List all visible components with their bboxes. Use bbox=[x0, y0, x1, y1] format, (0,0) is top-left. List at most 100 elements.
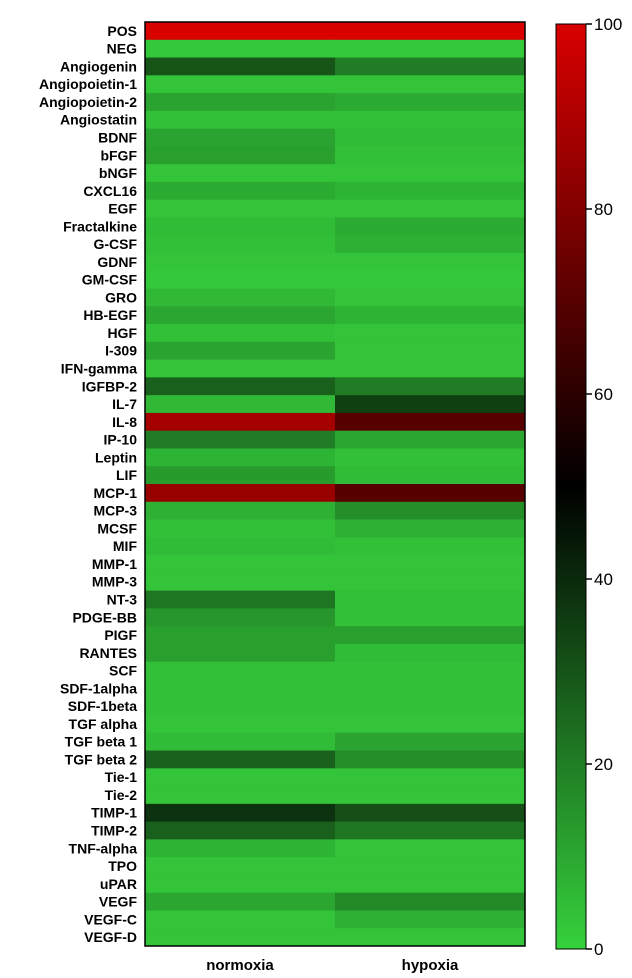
heatmap-cell bbox=[145, 572, 336, 592]
heatmap-cell bbox=[335, 39, 526, 59]
heatmap-cell bbox=[335, 93, 526, 112]
row-label: IL-8 bbox=[112, 414, 137, 430]
heatmap-cell bbox=[145, 57, 336, 76]
heatmap-cell bbox=[145, 874, 336, 894]
row-label: TGF alpha bbox=[69, 716, 138, 732]
heatmap-cell bbox=[335, 484, 526, 503]
heatmap-cell bbox=[335, 253, 526, 272]
heatmap-cell bbox=[145, 643, 336, 663]
row-label: Tie-1 bbox=[105, 769, 138, 785]
row-label: bFGF bbox=[100, 147, 137, 163]
row-label: HGF bbox=[107, 325, 137, 341]
heatmap-cell bbox=[145, 732, 336, 752]
heatmap-cell bbox=[145, 661, 336, 680]
heatmap-cell bbox=[335, 146, 526, 165]
heatmap-cell bbox=[335, 928, 526, 947]
row-label: SDF-1beta bbox=[68, 698, 137, 714]
heatmap-cell bbox=[145, 786, 336, 805]
heatmap-cell bbox=[145, 395, 336, 414]
row-label: IP-10 bbox=[104, 432, 138, 448]
heatmap-cell bbox=[335, 359, 526, 378]
heatmap-cell bbox=[145, 484, 336, 503]
heatmap-cell bbox=[335, 288, 526, 307]
heatmap-cell bbox=[335, 803, 526, 823]
row-label: G-CSF bbox=[93, 236, 137, 252]
row-label: TIMP-2 bbox=[91, 823, 137, 839]
heatmap-cell bbox=[335, 857, 526, 876]
row-label: EGF bbox=[108, 201, 137, 217]
heatmap-cell bbox=[335, 839, 526, 858]
heatmap-cell bbox=[145, 892, 336, 911]
column-label: hypoxia bbox=[402, 957, 459, 974]
heatmap-cell bbox=[145, 448, 336, 467]
colorbar-tick-label: 60 bbox=[594, 385, 613, 404]
heatmap-cell bbox=[335, 501, 526, 521]
row-label: MIF bbox=[113, 538, 138, 554]
heatmap-cell bbox=[335, 519, 526, 538]
row-label: LIF bbox=[116, 467, 137, 483]
row-label: BDNF bbox=[98, 130, 137, 146]
row-label: HB-EGF bbox=[83, 307, 137, 323]
heatmap-cell bbox=[335, 768, 526, 787]
heatmap-cell bbox=[335, 715, 526, 734]
heatmap-cell bbox=[335, 732, 526, 752]
heatmap-cell bbox=[335, 910, 526, 929]
heatmap-cell bbox=[145, 466, 336, 485]
heatmap-cell bbox=[335, 572, 526, 592]
heatmap-cell bbox=[335, 75, 526, 94]
colorbar-ticks: 0 20 40 60 80 100 bbox=[586, 15, 622, 959]
heatmap-cell bbox=[145, 217, 336, 236]
row-label: Tie-2 bbox=[105, 787, 138, 803]
heatmap-cell bbox=[335, 448, 526, 467]
row-label: IL-7 bbox=[112, 396, 137, 412]
row-label: Leptin bbox=[95, 449, 137, 465]
heatmap-cell bbox=[145, 306, 336, 325]
heatmap-cell bbox=[145, 608, 336, 627]
row-label: TGF beta 1 bbox=[65, 734, 138, 750]
heatmap-cell bbox=[145, 164, 336, 183]
heatmap-cell bbox=[145, 377, 336, 396]
heatmap-cell bbox=[335, 555, 526, 574]
colorbar-tick-label: 40 bbox=[594, 570, 613, 589]
row-label: TGF beta 2 bbox=[65, 751, 138, 767]
colorbar-tick-label: 100 bbox=[594, 15, 622, 34]
heatmap-cell bbox=[335, 395, 526, 414]
heatmap-cell bbox=[335, 306, 526, 325]
heatmap-cell bbox=[145, 768, 336, 787]
heatmap-cell bbox=[145, 110, 336, 130]
row-label: Angiogenin bbox=[60, 58, 137, 74]
heatmap-cell bbox=[145, 253, 336, 272]
row-label: MMP-1 bbox=[92, 556, 137, 572]
heatmap-cell bbox=[145, 750, 336, 769]
row-label: VEGF bbox=[99, 894, 138, 910]
row-label: TIMP-1 bbox=[91, 805, 137, 821]
row-label: MCP-3 bbox=[93, 503, 137, 519]
heatmap-cell bbox=[145, 75, 336, 94]
heatmap-cell bbox=[335, 377, 526, 396]
colorbar-tick-label: 20 bbox=[594, 755, 613, 774]
heatmap-cell bbox=[335, 22, 526, 41]
row-label: GM-CSF bbox=[82, 272, 138, 288]
colorbar bbox=[555, 23, 587, 950]
row-label: CXCL16 bbox=[83, 183, 137, 199]
heatmap-cell bbox=[335, 643, 526, 663]
heatmap-cell bbox=[145, 697, 336, 716]
row-label: SCF bbox=[109, 663, 137, 679]
heatmap-cell bbox=[145, 519, 336, 538]
heatmap-cell bbox=[335, 874, 526, 894]
heatmap-cell bbox=[145, 181, 336, 201]
heatmap-cell bbox=[145, 679, 336, 698]
row-label: NT-3 bbox=[107, 592, 138, 608]
heatmap-cell bbox=[335, 270, 526, 290]
heatmap-cell bbox=[335, 217, 526, 236]
row-label: VEGF-C bbox=[84, 911, 137, 927]
heatmap-cell bbox=[335, 57, 526, 76]
row-label: IGFBP-2 bbox=[82, 378, 137, 394]
heatmap-cell bbox=[335, 821, 526, 840]
heatmap-cell bbox=[145, 555, 336, 574]
heatmap-cell bbox=[335, 626, 526, 645]
heatmap-cell bbox=[145, 626, 336, 645]
row-label: RANTES bbox=[79, 645, 137, 661]
